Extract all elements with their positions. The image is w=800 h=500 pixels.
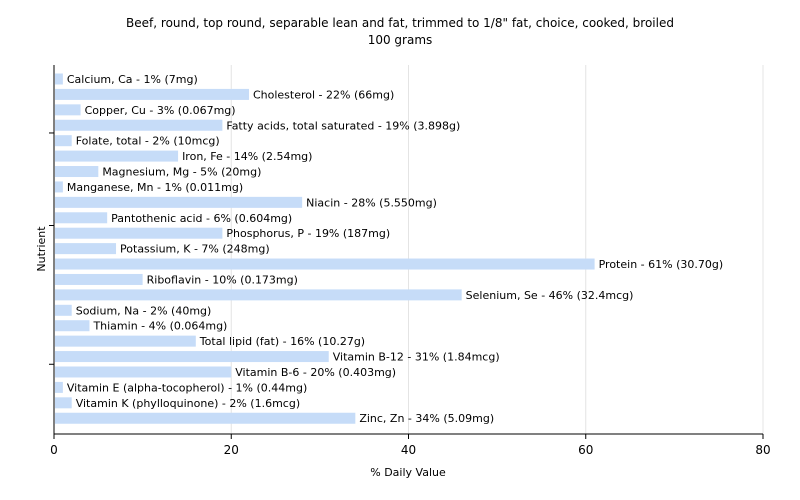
bar-label: Fatty acids, total saturated - 19% (3.89…	[226, 119, 460, 132]
bar-label: Magnesium, Mg - 5% (20mg)	[102, 166, 261, 179]
bar	[55, 381, 63, 393]
x-tick-label: 0	[50, 443, 58, 457]
bar	[55, 166, 99, 178]
chart-subtitle: 100 grams	[368, 33, 433, 47]
x-axis-label: % Daily Value	[370, 466, 446, 479]
bar-label: Vitamin B-12 - 31% (1.84mcg)	[333, 351, 500, 364]
bar	[55, 104, 81, 116]
bar	[55, 258, 595, 270]
bar	[55, 351, 329, 363]
bars	[55, 73, 595, 424]
bar	[55, 412, 356, 424]
bar	[55, 273, 143, 285]
bar	[55, 227, 223, 239]
bar-label: Sodium, Na - 2% (40mg)	[76, 304, 212, 317]
bar-label: Copper, Cu - 3% (0.067mg)	[85, 104, 236, 117]
y-axis-ticks	[49, 132, 54, 365]
bar-label: Calcium, Ca - 1% (7mg)	[67, 73, 198, 86]
bar	[55, 212, 108, 224]
bar-label: Thiamin - 4% (0.064mg)	[92, 320, 227, 333]
bar-label: Folate, total - 2% (10mcg)	[76, 135, 220, 148]
bar-label: Potassium, K - 7% (248mg)	[120, 243, 270, 256]
bar	[55, 135, 72, 147]
bar	[55, 196, 303, 208]
chart-title: Beef, round, top round, separable lean a…	[126, 16, 674, 30]
bar-label: Cholesterol - 22% (66mg)	[253, 88, 394, 101]
bar	[55, 88, 249, 100]
bar	[55, 335, 196, 347]
bar-label: Total lipid (fat) - 16% (10.27g)	[199, 335, 365, 348]
bar	[55, 289, 462, 301]
bar-label: Phosphorus, P - 19% (187mg)	[226, 227, 390, 240]
bar-label: Vitamin K (phylloquinone) - 2% (1.6mcg)	[76, 397, 300, 410]
bar-label: Selenium, Se - 46% (32.4mcg)	[466, 289, 634, 302]
x-tick-label: 20	[224, 443, 239, 457]
bar-label: Niacin - 28% (5.550mg)	[306, 196, 437, 209]
bar	[55, 73, 63, 85]
bar-label: Vitamin E (alpha-tocopherol) - 1% (0.44m…	[67, 381, 307, 394]
bar-labels: Calcium, Ca - 1% (7mg) Cholesterol - 22% …	[67, 73, 723, 425]
bar-label: Zinc, Zn - 34% (5.09mg)	[359, 412, 494, 425]
bar-label: Pantothenic acid - 6% (0.604mg)	[111, 212, 292, 225]
bar-label: Manganese, Mn - 1% (0.011mg)	[67, 181, 243, 194]
x-axis-ticks: 0 20 40 60 80	[50, 434, 771, 457]
bar-label: Protein - 61% (30.70g)	[599, 258, 724, 271]
bar	[55, 304, 72, 316]
y-axis-label: Nutrient	[35, 226, 48, 272]
x-tick-label: 40	[401, 443, 416, 457]
bar	[55, 243, 117, 255]
bar-label: Riboflavin - 10% (0.173mg)	[147, 273, 298, 286]
bar	[55, 150, 179, 162]
bar	[55, 366, 232, 378]
bar-label: Vitamin B-6 - 20% (0.403mg)	[235, 366, 396, 379]
x-tick-label: 60	[578, 443, 593, 457]
x-tick-label: 80	[755, 443, 770, 457]
bar	[55, 320, 90, 332]
bar	[55, 119, 223, 131]
bar-label: Iron, Fe - 14% (2.54mg)	[182, 150, 312, 163]
bar	[55, 397, 72, 409]
bar	[55, 181, 63, 193]
